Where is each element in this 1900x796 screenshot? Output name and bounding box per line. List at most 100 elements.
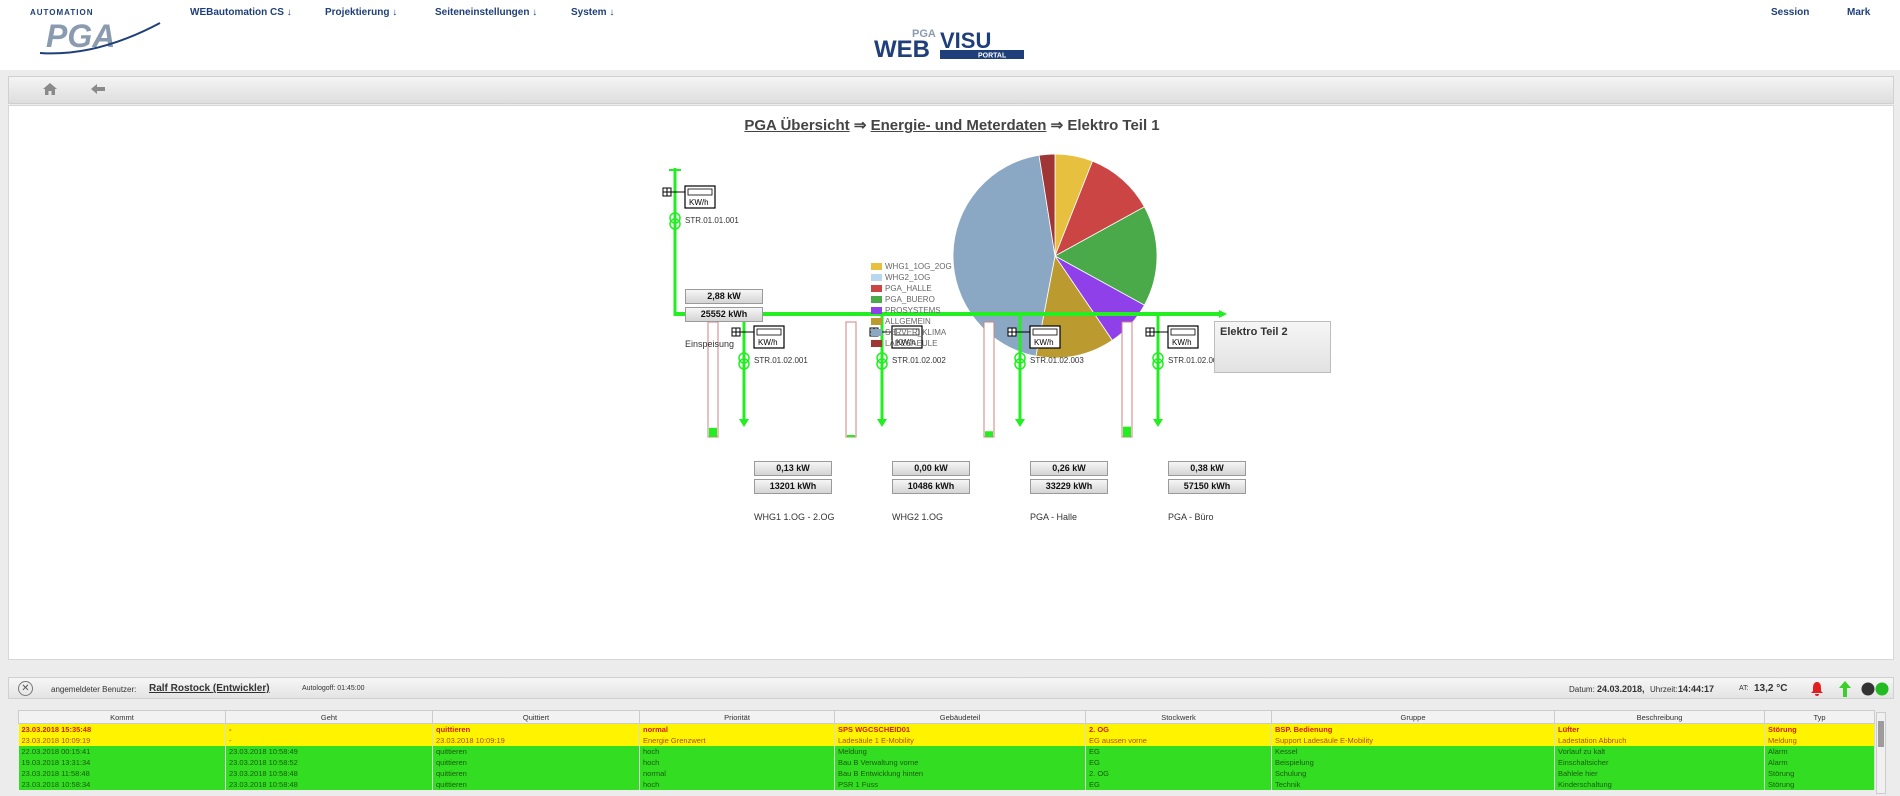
legend-entry: LADESAEULE (871, 338, 952, 349)
legend-label: WHG1_1OG_2OG (885, 262, 952, 271)
alarm-cell: PSR 1 Fuss (834, 778, 1086, 790)
legend-label: LADESAEULE (885, 339, 938, 348)
alarm-row[interactable]: 23.03.2018 15:35:48- quittieren normal SPS … (18, 723, 1875, 735)
legend-entry: WHG2_1OG (871, 272, 952, 283)
arrow-left-icon[interactable] (89, 82, 107, 100)
alarm-cell: Schulung (1271, 767, 1555, 779)
column-header[interactable]: Stockwerk (1085, 710, 1272, 724)
column-header[interactable]: Typ (1764, 710, 1875, 724)
alarm-cell: 23.03.2018 10:58:52 (225, 756, 433, 768)
alarm-cell: 23.03.2018 10:58:49 (225, 745, 433, 757)
date-value: 24.03.2018, (1597, 684, 1645, 694)
pga-automation-logo[interactable]: AUTOMATION PGA (26, 5, 166, 57)
breadcrumb-separator: ⇒ (1050, 117, 1064, 134)
kwh-meter-display (756, 328, 782, 336)
main-meter-power: 2,88 kW (685, 289, 763, 304)
alarm-cell: Kinderschaltung (1554, 778, 1765, 790)
alarm-row[interactable]: 23.03.2018 11:58:48 23.03.2018 10:58:48 qu… (18, 767, 1875, 779)
load-level-fill (1123, 426, 1131, 437)
nav-seiteneinstellungen[interactable]: Seiteneinstellungen ↓ (435, 7, 538, 18)
feeder-energy: 57150 kWh (1168, 479, 1246, 494)
alarm-cell: BSP. Bedienung (1271, 723, 1555, 735)
legend-swatch (871, 307, 882, 315)
feeder-power: 0,38 kW (1168, 461, 1246, 476)
column-header[interactable]: Geht (225, 710, 433, 724)
alarm-cell: EG (1085, 745, 1272, 757)
nav-mark[interactable]: Mark (1847, 7, 1871, 18)
feeder-power: 0,26 kW (1030, 461, 1108, 476)
alarm-table: Kommt Geht Quittiert Priorität Gebäudete… (18, 710, 1875, 790)
alarm-cell: Lüfter (1554, 723, 1765, 735)
alarm-row[interactable]: 23.03.2018 10:58:34 23.03.2018 10:58:48 qu… (18, 778, 1875, 790)
busbar-arrow (1219, 310, 1227, 318)
home-icon[interactable] (41, 82, 59, 100)
kwh-meter-unit: KW/h (758, 338, 778, 347)
svg-text:PORTAL: PORTAL (978, 53, 1007, 60)
alarm-table-scrollbar[interactable] (1876, 712, 1886, 794)
column-header[interactable]: Gebäudeteil (834, 710, 1086, 724)
breadcrumb-separator: ⇒ (853, 117, 867, 134)
alarm-cell: normal (639, 723, 835, 735)
alarm-row[interactable]: 19.03.2018 13:31:34 23.03.2018 10:58:52 qu… (18, 756, 1875, 768)
alarm-cell: 23.03.2018 10:09:19 (18, 734, 226, 746)
alarm-cell: quittieren (432, 756, 640, 768)
alarm-row[interactable]: 22.03.2018 00:15:41 23.03.2018 10:58:49 qu… (18, 745, 1875, 757)
alarm-cell: 23.03.2018 10:58:48 (225, 778, 433, 790)
nav-projektierung[interactable]: Projektierung ↓ (325, 7, 398, 18)
alarm-cell: hoch (639, 778, 835, 790)
alarm-cell: Alarm (1764, 756, 1875, 768)
nav-webautomation[interactable]: WEBautomation CS ↓ (190, 7, 292, 18)
alarm-cell: EG (1085, 778, 1272, 790)
autologoff-text: Autologoff: 01:45:00 (302, 685, 365, 692)
close-icon[interactable]: ✕ (18, 681, 33, 696)
legend-entry: PGA_BUERO (871, 294, 952, 305)
alarm-cell: hoch (639, 756, 835, 768)
logo-top-text: AUTOMATION (30, 8, 93, 17)
feeder-energy: 10486 kWh (892, 479, 970, 494)
column-header[interactable]: Priorität (639, 710, 835, 724)
meter-id-label: STR.01.01.001 (685, 216, 739, 225)
breadcrumb-item-energie[interactable]: Energie- und Meterdaten (870, 117, 1047, 134)
user-name-link[interactable]: Ralf Rostock (Entwickler) (149, 683, 270, 694)
alarm-cell: Bahlele hier (1554, 767, 1765, 779)
legend-label: PROSYSTEMS (885, 306, 941, 315)
column-header[interactable]: Beschreibung (1554, 710, 1765, 724)
feeder-power: 0,00 kW (892, 461, 970, 476)
svg-text:WEB: WEB (874, 36, 930, 62)
feeder-arrow (739, 419, 749, 427)
legend-swatch (871, 285, 882, 293)
alarm-cell: Ladesäule 1 E-Mobility (834, 734, 1086, 746)
load-level-bar (845, 321, 857, 438)
alarm-cell: - (225, 734, 433, 746)
feeder-energy: 13201 kWh (754, 479, 832, 494)
nav-system[interactable]: System ↓ (571, 7, 615, 18)
load-level-bar (983, 321, 995, 438)
feeder-energy: 33229 kWh (1030, 479, 1108, 494)
logo-main-text: PGA (46, 18, 115, 54)
legend-label: PGA_HALLE (885, 284, 932, 293)
kwh-meter-display (894, 328, 920, 336)
elektro-teil-2-button[interactable]: Elektro Teil 2 (1214, 321, 1331, 373)
alarm-row[interactable]: 23.03.2018 10:09:19-23.03.2018 10:09:19 E… (18, 734, 1875, 746)
alarm-cell: EG aussen vorne (1085, 734, 1272, 746)
alarm-cell: Vorlauf zu kalt (1554, 745, 1765, 757)
pie-slice (1054, 160, 1145, 257)
feeder-name: WHG2 1.OG (892, 512, 944, 522)
current-transformer-icon (1014, 352, 1026, 364)
kwh-meter-display (1170, 328, 1196, 336)
user-prefix: angemeldeter Benutzer: (51, 685, 137, 694)
column-header[interactable]: Quittiert (432, 710, 640, 724)
arrow-up-icon[interactable] (1837, 680, 1853, 698)
column-header[interactable]: Kommt (18, 710, 226, 724)
bell-icon[interactable] (1809, 681, 1825, 697)
webvisu-portal-logo: PGA WEB VISU PORTAL (874, 28, 1024, 62)
legend-entry: WHG1_1OG_2OG (871, 261, 952, 272)
nav-session[interactable]: Session (1771, 7, 1810, 18)
kwh-meter-icon (1029, 325, 1061, 349)
breadcrumb-item-uebersicht[interactable]: PGA Übersicht (744, 117, 850, 134)
alarm-cell: Beispielung (1271, 756, 1555, 768)
alarm-cell: 23.03.2018 10:09:19 (432, 734, 640, 746)
feeder-name: PGA - Büro (1168, 512, 1214, 522)
alarm-cell: Ladestation Abbruch (1554, 734, 1765, 746)
column-header[interactable]: Gruppe (1271, 710, 1555, 724)
